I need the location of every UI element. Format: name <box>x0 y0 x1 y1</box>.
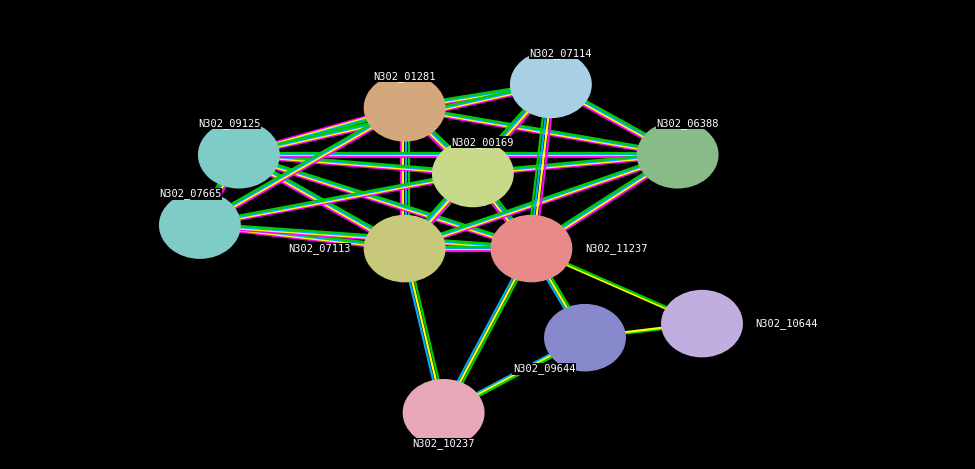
Ellipse shape <box>510 51 592 118</box>
Ellipse shape <box>661 290 743 357</box>
Ellipse shape <box>198 121 280 189</box>
Ellipse shape <box>544 304 626 371</box>
Ellipse shape <box>490 215 572 282</box>
Text: N302_00169: N302_00169 <box>451 137 514 148</box>
Text: N302_10237: N302_10237 <box>412 439 475 449</box>
Ellipse shape <box>637 121 719 189</box>
Text: N302_07665: N302_07665 <box>159 189 221 199</box>
Text: N302_09125: N302_09125 <box>198 118 260 129</box>
Ellipse shape <box>159 191 241 259</box>
Text: N302_07114: N302_07114 <box>529 48 592 59</box>
Ellipse shape <box>364 215 446 282</box>
Ellipse shape <box>364 74 446 142</box>
Text: N302_07113: N302_07113 <box>289 243 351 254</box>
Text: N302_11237: N302_11237 <box>585 243 647 254</box>
Text: N302_09644: N302_09644 <box>513 363 575 374</box>
Text: N302_06388: N302_06388 <box>656 118 719 129</box>
Text: N302_10644: N302_10644 <box>756 318 818 329</box>
Text: N302_01281: N302_01281 <box>373 71 436 82</box>
Ellipse shape <box>403 379 485 446</box>
Ellipse shape <box>432 140 514 207</box>
